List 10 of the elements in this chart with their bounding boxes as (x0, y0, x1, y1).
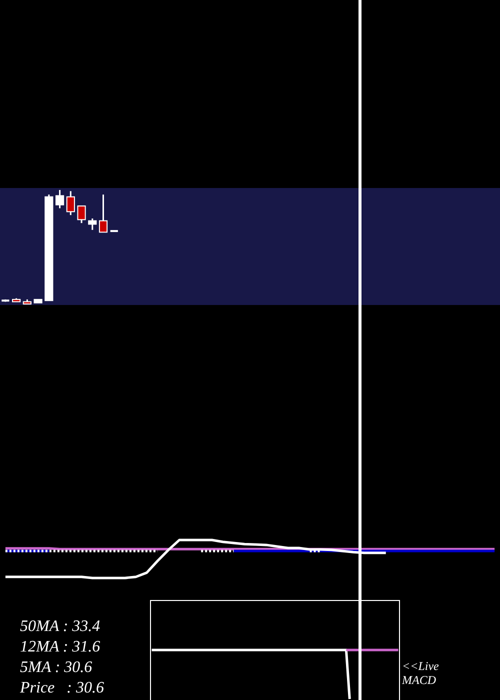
candlestick (98, 194, 108, 233)
text: 12MA : 31.6 (20, 638, 100, 656)
text: Price : 30.6 (19, 680, 104, 696)
candlestick (55, 189, 64, 209)
candlestick (66, 190, 75, 216)
text: <<Live MACD (401, 659, 440, 687)
candlestick (88, 218, 97, 231)
candlestick (77, 205, 86, 224)
text: 50MA : 33.4 (20, 618, 100, 635)
text: 5MA : 30.6 (20, 659, 92, 676)
